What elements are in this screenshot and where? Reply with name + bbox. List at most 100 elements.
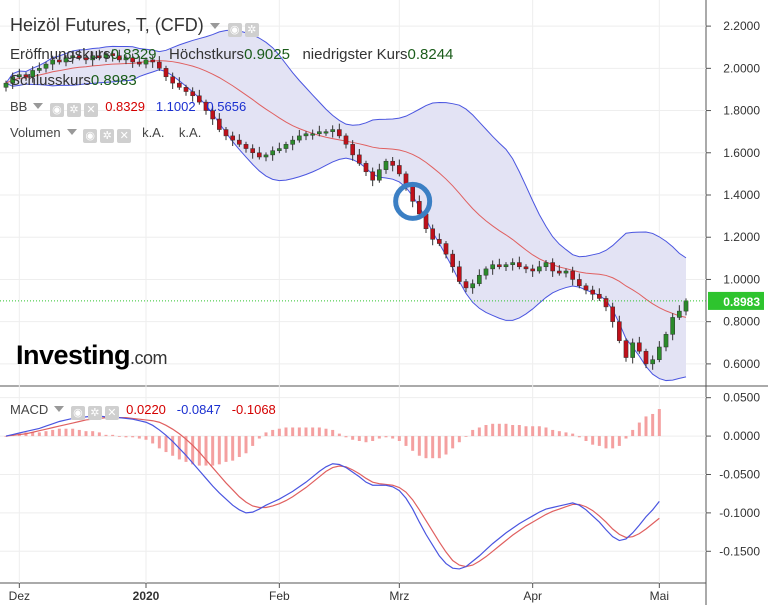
candle-body xyxy=(517,262,522,268)
macd-histogram-bar xyxy=(57,428,61,437)
bb-upper-value: 1.1002 xyxy=(155,99,196,114)
candle-body xyxy=(150,59,155,63)
candle-body xyxy=(177,82,182,88)
macd-histogram-bar xyxy=(237,436,241,457)
macd-histogram-bar xyxy=(397,436,401,441)
candle-body xyxy=(43,63,49,69)
macd-histogram-bar xyxy=(364,436,368,443)
candle-body xyxy=(3,82,9,88)
gear-icon[interactable]: ✲ xyxy=(100,129,115,143)
macd-histogram-bar xyxy=(391,436,395,439)
candle-body xyxy=(223,129,229,137)
volume-value-2: k.A. xyxy=(178,125,202,140)
eye-icon[interactable]: ◉ xyxy=(227,23,242,37)
candle-body xyxy=(563,270,569,274)
macd-histogram-bar xyxy=(91,431,95,437)
macd-histogram-bar xyxy=(324,428,328,437)
last-price-tag xyxy=(708,291,764,310)
macd-histogram-bar xyxy=(37,432,41,437)
candle-body xyxy=(490,264,495,270)
gear-icon[interactable]: ✲ xyxy=(244,23,259,37)
macd-histogram-bar xyxy=(171,436,175,456)
bb-legend: BB ◉ ✲ ✕ 0.8329 1.1002 0.5656 xyxy=(10,99,246,117)
macd-histogram-bar xyxy=(204,436,208,466)
macd-histogram-bar xyxy=(51,429,55,437)
candle-body xyxy=(377,169,382,181)
chevron-down-icon[interactable] xyxy=(209,23,220,29)
bollinger-upper-line xyxy=(5,29,687,259)
candle-body xyxy=(90,55,95,61)
candle-body xyxy=(63,57,69,63)
macd-label: MACD xyxy=(10,402,49,417)
ohlc-row: Eröffnungskurs0.8329 Höchstkurs0.9025 ni… xyxy=(10,46,453,63)
candle-body xyxy=(497,264,502,268)
candle-body xyxy=(117,55,122,61)
macd-histogram-bar xyxy=(264,432,268,437)
macd-histogram-bar xyxy=(64,428,68,437)
bollinger-lower-line xyxy=(5,69,687,382)
candle-body xyxy=(603,298,609,308)
candle-body xyxy=(310,133,315,136)
chevron-down-icon[interactable] xyxy=(54,406,65,412)
macd-histogram-bar xyxy=(217,436,221,465)
macd-histogram-bar xyxy=(531,426,535,437)
macd-histogram-bar xyxy=(337,433,341,437)
macd-histogram-bar xyxy=(311,427,315,437)
candle-body xyxy=(623,340,629,358)
candle-body xyxy=(323,131,329,134)
macd-histogram-bar xyxy=(457,436,461,443)
close-icon[interactable]: ✕ xyxy=(83,103,98,117)
price-tick-label: 1.4000 xyxy=(723,188,760,202)
macd-signal-value: -0.1068 xyxy=(231,402,276,417)
macd-histogram-bar xyxy=(344,436,348,438)
candle-body xyxy=(77,55,82,59)
close-icon[interactable]: ✕ xyxy=(117,129,132,143)
macd-histogram-bar xyxy=(451,436,455,449)
macd-histogram-bar xyxy=(257,436,261,439)
eye-icon[interactable]: ◉ xyxy=(70,406,85,420)
macd-line xyxy=(5,415,660,570)
candle-body xyxy=(350,144,355,156)
macd-histogram-bar xyxy=(491,423,495,437)
bb-lower-value: 0.5656 xyxy=(206,99,247,114)
close-icon[interactable]: ✕ xyxy=(104,406,119,420)
macd-histogram-bar xyxy=(524,426,528,437)
macd-histogram-bar xyxy=(444,436,448,455)
candle-body xyxy=(477,274,482,284)
investing-logo: Investing.com xyxy=(16,340,168,371)
macd-histogram-bar xyxy=(211,436,215,466)
candle-body xyxy=(537,266,542,272)
macd-histogram-bar xyxy=(577,436,581,438)
macd-histogram-bar xyxy=(231,436,235,461)
candle-body xyxy=(257,152,262,158)
macd-histogram-bar xyxy=(77,429,81,437)
candle-body xyxy=(330,129,335,132)
candle-body xyxy=(657,346,662,360)
macd-histogram-bar xyxy=(517,425,521,437)
macd-histogram-bar xyxy=(31,432,35,437)
gear-icon[interactable]: ✲ xyxy=(87,406,102,420)
last-price-label: 0.8983 xyxy=(723,295,760,309)
eye-icon[interactable]: ◉ xyxy=(49,103,64,117)
macd-histogram-bar xyxy=(464,436,468,437)
macd-histogram-bar xyxy=(417,436,421,456)
chevron-down-icon[interactable] xyxy=(66,129,77,135)
candle-body xyxy=(190,91,195,97)
candle-body xyxy=(370,171,375,181)
macd-tick-label: -0.0500 xyxy=(719,467,760,481)
candle-body xyxy=(17,74,22,78)
candle-body xyxy=(417,201,422,215)
macd-tick-label: -0.1000 xyxy=(719,506,760,520)
candle-body xyxy=(550,262,555,272)
eye-icon[interactable]: ◉ xyxy=(83,129,98,143)
gear-icon[interactable]: ✲ xyxy=(66,103,81,117)
candle-body xyxy=(137,61,142,65)
macd-histogram-bar xyxy=(584,436,588,441)
chevron-down-icon[interactable] xyxy=(33,103,44,109)
candle-body xyxy=(50,59,55,65)
high-value: 0.9025 xyxy=(244,46,290,63)
price-tick-label: 2.0000 xyxy=(723,61,760,75)
close-row: Schlusskurs0.8983 xyxy=(10,72,137,89)
logo-main: Investing xyxy=(16,340,131,370)
